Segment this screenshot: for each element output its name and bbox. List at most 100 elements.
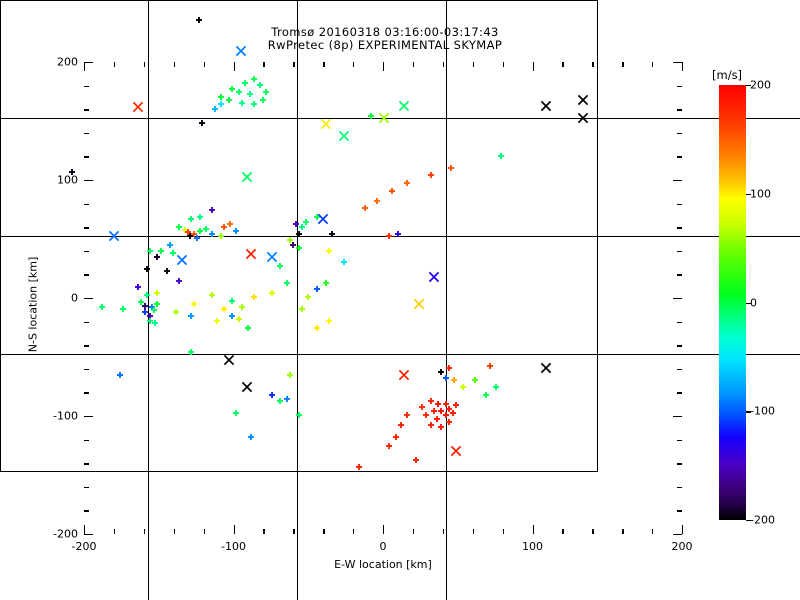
y-tick-right--100 bbox=[673, 416, 682, 418]
x-tick--160 bbox=[143, 529, 146, 534]
x-tick-top-60 bbox=[472, 62, 475, 67]
data-point-cross bbox=[241, 381, 252, 393]
x-tick-top-0 bbox=[383, 62, 385, 71]
colorbar-tick-label: 200 bbox=[750, 78, 771, 92]
data-point-plus bbox=[137, 298, 145, 306]
data-point-cross bbox=[428, 272, 439, 283]
y-tick--80 bbox=[84, 392, 89, 394]
data-point-plus bbox=[119, 305, 127, 313]
x-tick-top--40 bbox=[323, 62, 325, 67]
x-tick-top-200 bbox=[682, 62, 684, 71]
y-tick-right-140 bbox=[677, 132, 682, 135]
data-point-plus bbox=[394, 230, 402, 238]
data-point-plus bbox=[298, 223, 306, 231]
data-point-plus bbox=[238, 99, 246, 107]
title-line-1: Tromsø 20160318 03:16:00-03:17:43 bbox=[271, 25, 499, 39]
x-tick-140 bbox=[592, 529, 594, 534]
data-point-cross bbox=[398, 370, 409, 381]
data-point-plus bbox=[217, 93, 225, 101]
x-tick-top--200 bbox=[84, 62, 86, 71]
x-tick-top--120 bbox=[203, 62, 205, 67]
data-point-plus bbox=[141, 308, 149, 316]
data-point-plus bbox=[295, 411, 303, 419]
data-point-plus bbox=[449, 409, 457, 417]
colorbar-tick-label: -200 bbox=[750, 513, 775, 527]
data-point-plus bbox=[340, 258, 348, 266]
data-point-plus bbox=[186, 232, 194, 240]
data-point-plus bbox=[208, 230, 216, 238]
data-point-cross bbox=[450, 445, 462, 456]
x-tick--60 bbox=[293, 529, 295, 534]
data-point-plus bbox=[157, 247, 165, 255]
data-point-plus bbox=[388, 187, 396, 195]
data-point-plus bbox=[208, 206, 216, 214]
colorbar-unit-label: [m/s] bbox=[712, 68, 743, 82]
data-point-plus bbox=[361, 204, 369, 212]
y-tick-right-40 bbox=[677, 250, 682, 253]
data-point-plus bbox=[143, 291, 151, 299]
data-point-plus bbox=[325, 247, 333, 255]
y-tick-right-160 bbox=[677, 109, 682, 111]
y-tick-20 bbox=[84, 274, 89, 276]
colorbar-tick-label: -100 bbox=[750, 404, 775, 418]
data-point-plus bbox=[250, 293, 258, 301]
data-point-cross bbox=[245, 248, 257, 259]
data-point-plus bbox=[175, 223, 183, 231]
y-tick-180 bbox=[84, 85, 89, 87]
data-point-plus bbox=[141, 302, 149, 310]
data-point-plus bbox=[184, 228, 192, 236]
data-point-plus bbox=[433, 415, 441, 423]
data-point-plus bbox=[202, 225, 210, 233]
data-point-plus bbox=[397, 421, 405, 429]
data-point-cross bbox=[320, 118, 332, 130]
data-point-plus bbox=[169, 249, 177, 257]
x-tick-top--180 bbox=[113, 62, 116, 67]
data-point-plus bbox=[418, 403, 426, 411]
data-point-plus bbox=[225, 96, 233, 104]
data-point-plus bbox=[220, 305, 228, 313]
x-tick--40 bbox=[323, 529, 325, 534]
data-point-plus bbox=[434, 400, 442, 408]
y-tick--60 bbox=[84, 368, 89, 371]
data-point-plus bbox=[295, 244, 303, 252]
gridline-x-zero bbox=[297, 0, 299, 600]
data-point-plus bbox=[250, 100, 258, 108]
y-tick--200 bbox=[84, 534, 93, 536]
y-tick-100 bbox=[84, 180, 93, 182]
data-point-cross bbox=[540, 362, 551, 374]
gridline-y-zero bbox=[0, 236, 800, 238]
data-point-plus bbox=[313, 213, 321, 221]
data-point-plus bbox=[68, 168, 76, 176]
y-tick-right--140 bbox=[677, 463, 682, 465]
y-tick--120 bbox=[84, 439, 89, 441]
x-tick--200 bbox=[84, 525, 86, 534]
x-tick-top--140 bbox=[173, 62, 176, 67]
data-point-cross bbox=[338, 130, 350, 141]
colorbar-tick-label: 0 bbox=[750, 296, 757, 309]
data-point-plus bbox=[190, 230, 198, 238]
data-point-plus bbox=[256, 81, 264, 89]
data-point-plus bbox=[325, 317, 333, 325]
colorbar-tick-label: 100 bbox=[750, 187, 771, 201]
data-point-plus bbox=[228, 85, 236, 93]
data-point-cross bbox=[223, 354, 234, 366]
y-axis-label: N-S location [km] bbox=[26, 256, 40, 353]
gridline-y-plus100 bbox=[0, 118, 800, 120]
data-point-plus bbox=[187, 348, 195, 356]
data-point-plus bbox=[445, 405, 453, 413]
data-point-plus bbox=[450, 376, 458, 384]
data-point-plus bbox=[190, 300, 198, 308]
y-tick-right--120 bbox=[677, 439, 682, 441]
data-point-plus bbox=[153, 253, 161, 261]
data-point-plus bbox=[232, 227, 240, 235]
x-axis-tick-label: 200 bbox=[671, 540, 693, 553]
data-point-plus bbox=[187, 312, 195, 320]
data-point-plus bbox=[195, 16, 203, 24]
data-point-plus bbox=[427, 171, 435, 179]
data-point-plus bbox=[211, 105, 219, 113]
data-point-plus bbox=[235, 88, 243, 96]
data-point-plus bbox=[442, 400, 450, 408]
data-point-plus bbox=[116, 371, 124, 379]
